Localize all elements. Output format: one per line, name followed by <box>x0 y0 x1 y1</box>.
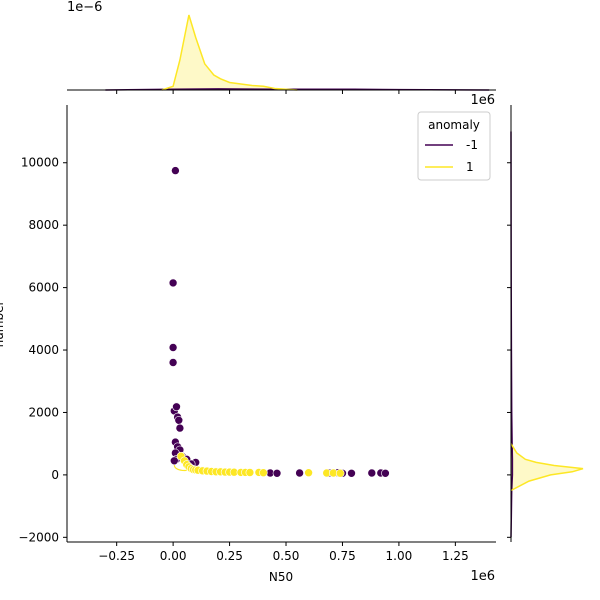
scatter-point--1 <box>168 358 178 367</box>
legend-frame <box>417 111 491 181</box>
legend-title: anomaly <box>428 118 480 132</box>
x-tick-label: 0.75 <box>329 549 356 563</box>
scatter-point--1 <box>381 468 390 478</box>
scatter-point--1 <box>272 468 282 478</box>
x-axis-ticks: −0.25 0.00 0.25 0.50 0.75 1.00 1.25 <box>98 542 469 563</box>
scatter-point--1 <box>174 415 184 425</box>
x-tick-label: 1.00 <box>386 549 413 563</box>
y-offset-text: 1e6 <box>470 93 495 108</box>
scatter-point--1 <box>175 423 185 433</box>
right-marginal-panel <box>507 105 584 542</box>
x-tick-label: 0.00 <box>160 549 187 563</box>
y-tick-label: 2000 <box>28 405 59 419</box>
top-marginal-fills <box>105 15 490 90</box>
legend-label-1: 1 <box>466 160 474 174</box>
scatter-point--1 <box>347 468 356 478</box>
y-tick-label: 6000 <box>28 281 59 295</box>
scatter-point--1 <box>367 468 377 478</box>
top-marginal-lines <box>105 14 490 91</box>
x-tick-label: −0.25 <box>98 549 135 563</box>
scatter-point-1 <box>335 468 345 478</box>
scatter-point--1 <box>168 278 178 288</box>
scatter-point--1 <box>170 456 179 466</box>
top-offset-text: 1e−6 <box>67 0 102 15</box>
legend-label-neg1: -1 <box>466 138 478 152</box>
top-marginal-ticks <box>116 90 456 94</box>
x-tick-label: 0.50 <box>273 549 300 563</box>
x-tick-label: 1.25 <box>442 549 469 563</box>
scatter-point--1 <box>171 166 180 175</box>
scatter-point--1 <box>295 468 304 478</box>
top-density-line-1 <box>161 14 298 91</box>
main-scatter-axes: −0.25 0.00 0.25 0.50 0.75 1.00 1.25 −2000 0 2000… <box>0 93 496 584</box>
y-tick-label: 10000 <box>21 156 59 170</box>
x-tick-label: 0.25 <box>216 549 243 563</box>
scatter-points <box>168 166 390 478</box>
x-axis-label: N50 <box>269 570 293 584</box>
y-tick-label: 4000 <box>28 343 59 357</box>
y-tick-label: 0 <box>51 468 59 482</box>
legend: anomaly -1 1 <box>417 111 491 181</box>
scatter-point-1 <box>245 468 255 477</box>
y-tick-label: 8000 <box>28 218 59 232</box>
top-marginal-panel: 1e−6 <box>67 0 496 94</box>
right-density-fill-1 <box>511 443 583 491</box>
right-marginal-ticks <box>507 162 511 538</box>
y-tick-label: −2000 <box>18 530 59 544</box>
scatter-point-1 <box>304 468 313 478</box>
scatter-point--1 <box>168 343 178 352</box>
scatter-point-1 <box>259 468 268 478</box>
right-density-line-1 <box>510 443 584 492</box>
scatter-point--1 <box>172 402 181 412</box>
y-axis-ticks: −2000 0 2000 4000 6000 8000 10000 <box>18 156 67 544</box>
top-density-fill-1 <box>161 15 298 90</box>
x-offset-text: 1e6 <box>470 569 495 584</box>
y-axis-label: number <box>0 301 6 348</box>
